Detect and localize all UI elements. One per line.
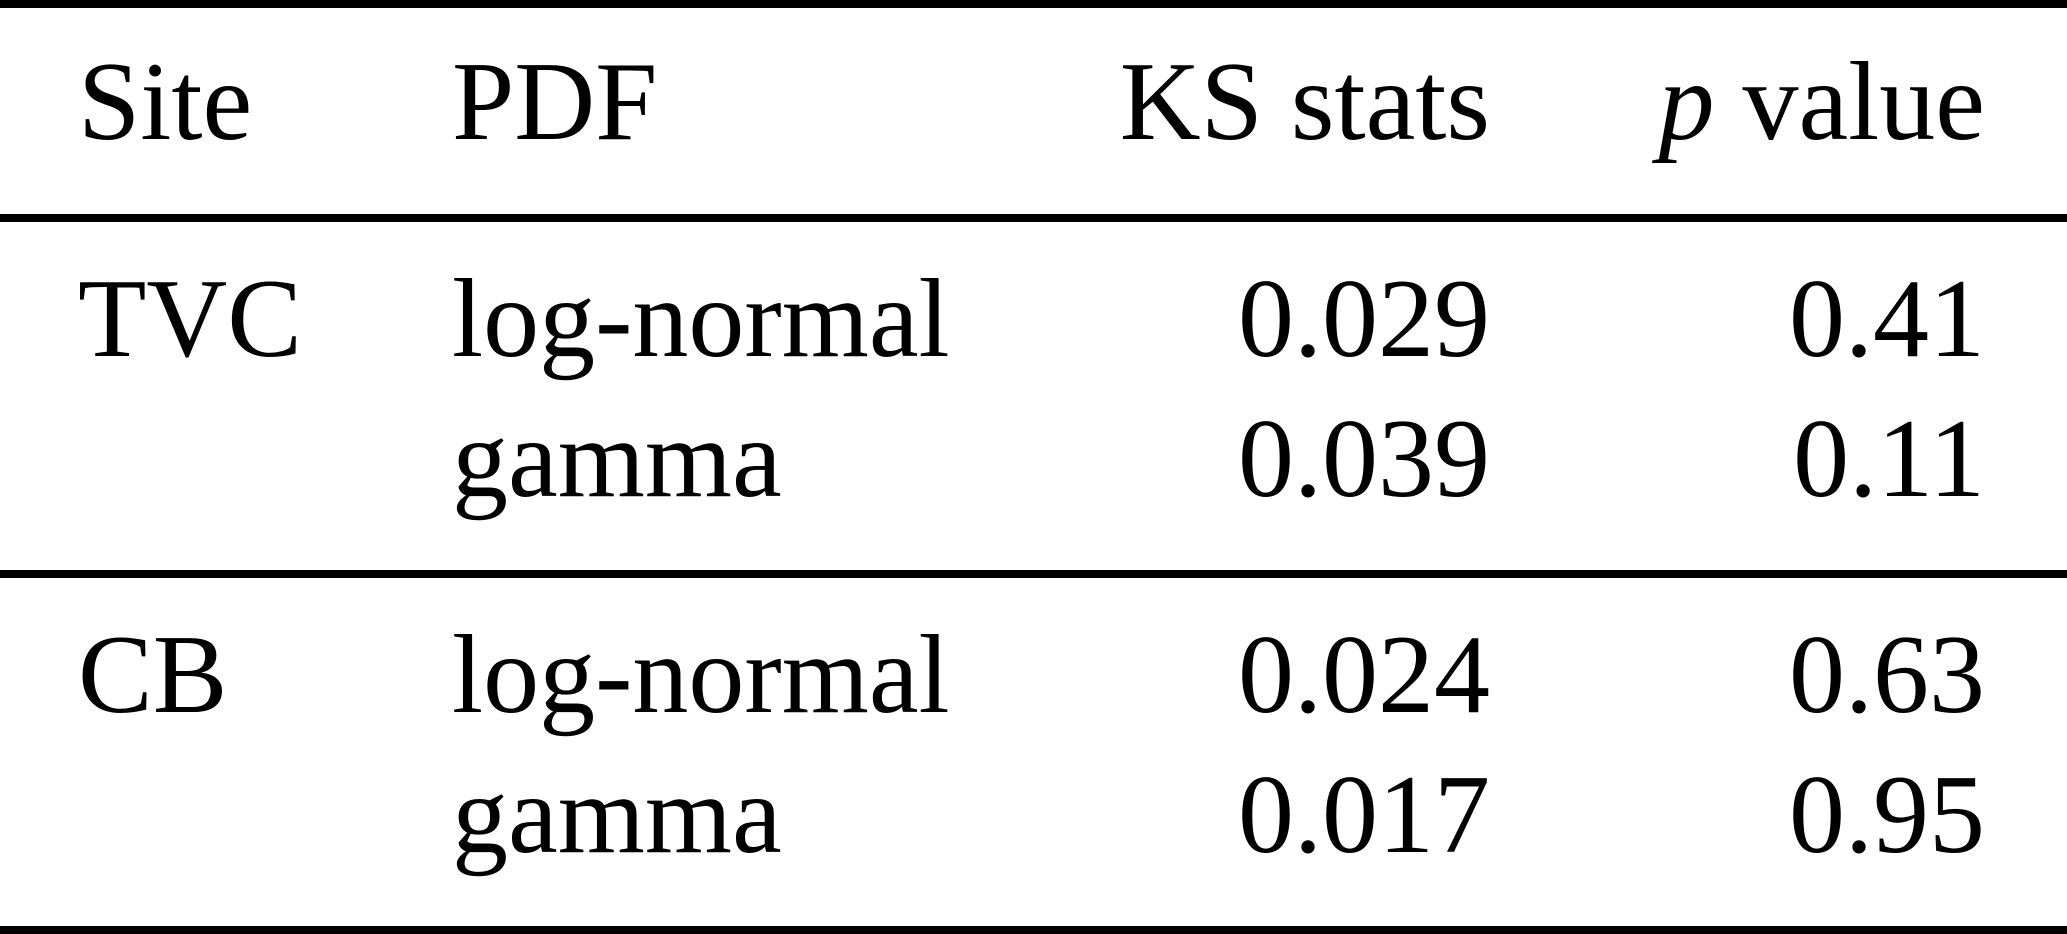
table-top-rule: [0, 0, 2067, 8]
table-group-cb: CB log-normal 0.024 0.63 gamma 0.017 0.9…: [0, 578, 2067, 926]
column-header-site: Site: [78, 40, 253, 164]
table-header-row: Site PDF KS stats p value: [0, 8, 2067, 214]
p-value-cell: 0.41: [1789, 257, 1985, 381]
table-row: gamma 0.039 0.11: [0, 389, 2067, 529]
column-header-pdf: PDF: [452, 40, 658, 164]
site-cell: CB: [78, 613, 228, 737]
site-cell: TVC: [78, 257, 302, 381]
table-group-tvc: TVC log-normal 0.029 0.41 gamma 0.039 0.…: [0, 222, 2067, 570]
table-row: CB log-normal 0.024 0.63: [0, 605, 2067, 745]
pdf-cell: log-normal: [452, 613, 950, 737]
ks-stat-cell: 0.017: [1238, 753, 1490, 877]
p-value-cell: 0.63: [1789, 613, 1985, 737]
pdf-cell: gamma: [452, 397, 782, 521]
p-symbol: p: [1658, 40, 1715, 164]
ks-stat-cell: 0.024: [1238, 613, 1490, 737]
table-row: gamma 0.017 0.95: [0, 745, 2067, 885]
header-separator-rule: [0, 214, 2067, 222]
pdf-cell: log-normal: [452, 257, 950, 381]
column-header-p-value: p value: [1490, 8, 1985, 214]
table-row: TVC log-normal 0.029 0.41: [0, 249, 2067, 389]
column-header-ks-stats: KS stats: [1119, 40, 1490, 164]
p-value-cell: 0.11: [1793, 397, 1985, 521]
pdf-cell: gamma: [452, 753, 782, 877]
site-cell-empty: [78, 745, 452, 885]
p-value-label-rest: value: [1714, 40, 1985, 164]
ks-stat-cell: 0.029: [1238, 257, 1490, 381]
p-value-cell: 0.95: [1789, 753, 1985, 877]
site-cell-empty: [78, 389, 452, 529]
ks-stat-cell: 0.039: [1238, 397, 1490, 521]
group-separator-rule: [0, 570, 2067, 578]
table-bottom-rule: [0, 926, 2067, 934]
